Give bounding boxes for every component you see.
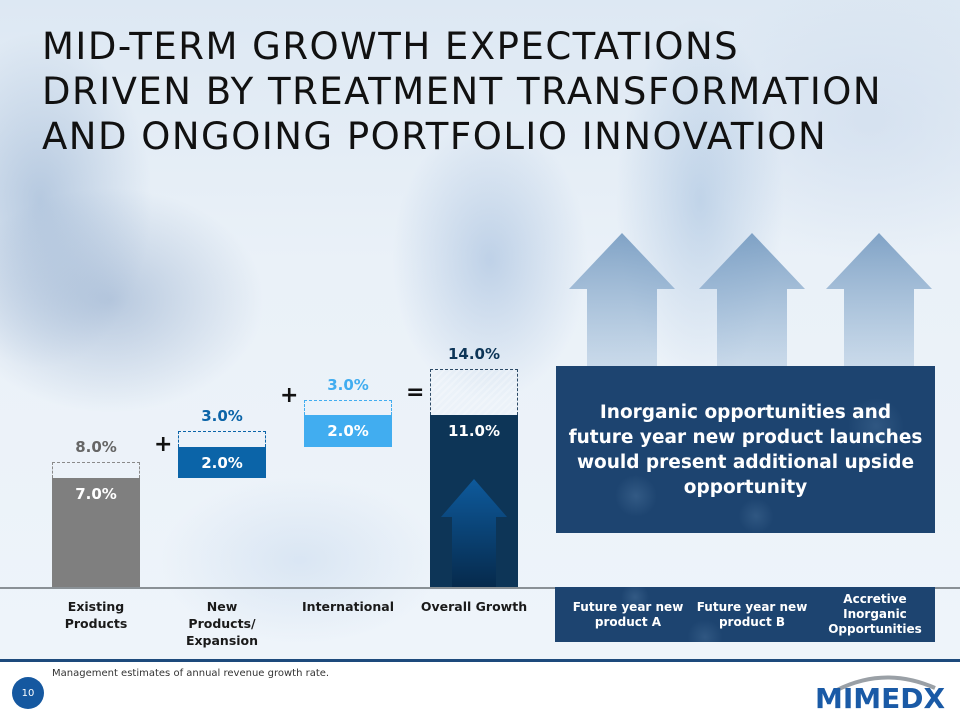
plus-operator: + [280, 383, 299, 408]
bar-high-range [178, 431, 266, 447]
up-arrow-icon [569, 233, 675, 370]
bar-existing-products: 8.0% 7.0% [52, 438, 140, 587]
page-number: 10 [12, 677, 44, 709]
category-label: Existing Products [64, 599, 128, 631]
equals-operator: = [406, 380, 425, 405]
bar-high-label: 3.0% [201, 407, 243, 425]
logo-text: MIMEDX [815, 682, 946, 715]
growth-arrow-icon [441, 478, 507, 587]
title-line: DRIVEN BY TREATMENT TRANSFORMATION [42, 70, 883, 113]
bar-high-range [304, 399, 392, 416]
slide-title: MID-TERM GROWTH EXPECTATIONS DRIVEN BY T… [42, 24, 942, 159]
bar-high-label: 14.0% [447, 344, 501, 363]
category-label: International [302, 599, 394, 614]
background-bottom-rule [0, 659, 960, 662]
bar-new-products: 3.0% 2.0% [178, 407, 266, 478]
bar-low-value [52, 477, 140, 587]
bar-low-label: 2.0% [201, 453, 243, 472]
bar-high-label: 8.0% [75, 438, 117, 457]
bar-overall-growth: 14.0% 11.0% [430, 345, 518, 587]
growth-waterfall-chart: 8.0% 7.0% 3.0% 2.0% 3.0% 2.0% 14.0% 11.0… [0, 345, 960, 648]
future-item: Future year new product B [696, 599, 808, 629]
bar-high-label: 3.0% [327, 375, 369, 394]
future-opportunities-panel: Future year new product A Future year ne… [555, 587, 935, 642]
future-item: Future year new product A [572, 599, 684, 629]
upside-text: Inorganic opportunities and future year … [568, 401, 923, 498]
bar-low-value [178, 446, 266, 478]
bar-high-range-hatch [430, 368, 518, 416]
bar-low-label: 11.0% [447, 422, 501, 441]
bar-high-range [430, 368, 518, 416]
title-line: MID-TERM GROWTH EXPECTATIONS [42, 25, 740, 68]
bar-high-range [52, 462, 140, 478]
category-label: New Products/ Expansion [185, 599, 259, 648]
logo-arc-icon [836, 675, 936, 692]
up-arrow-icon [826, 233, 932, 370]
footnote: Management estimates of annual revenue g… [52, 668, 330, 679]
bar-low-value [304, 415, 392, 447]
upside-arrows [569, 233, 932, 370]
upside-callout: Inorganic opportunities and future year … [556, 366, 935, 533]
bar-international: 3.0% 2.0% [304, 376, 392, 447]
title-line: AND ONGOING PORTFOLIO INNOVATION [42, 115, 828, 158]
company-logo: MIMEDX [815, 670, 945, 715]
plus-operator: + [154, 432, 173, 457]
chart-baseline [0, 587, 960, 589]
future-item: Accretive Inorganic Opportunities [828, 592, 922, 636]
bar-low-label: 7.0% [75, 484, 117, 503]
category-label: Overall Growth [420, 599, 528, 614]
bar-low-label: 2.0% [327, 422, 369, 441]
up-arrow-icon [699, 233, 805, 370]
